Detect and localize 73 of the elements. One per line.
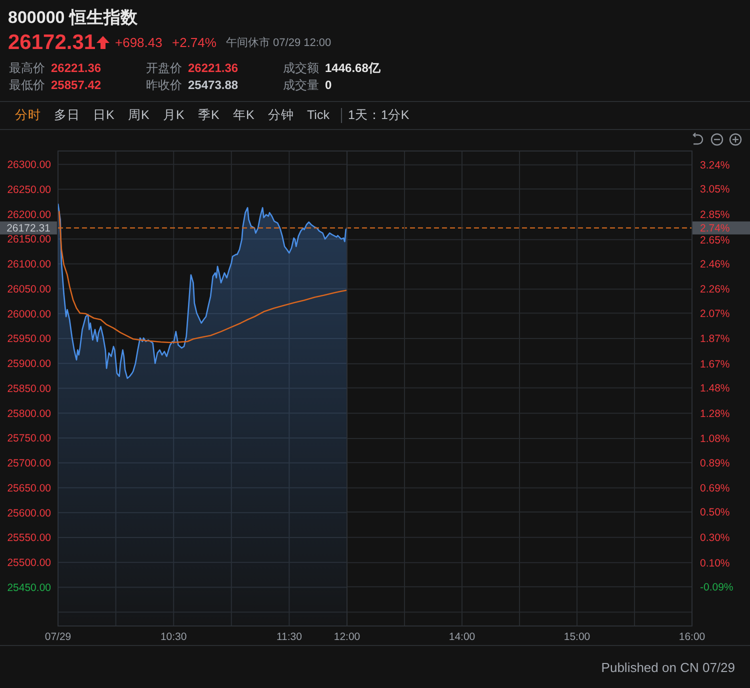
text: 最高价: [9, 61, 45, 75]
text: 月K: [163, 108, 185, 122]
text: 开盘价: [146, 61, 182, 75]
y2-tick-label: 2.46%: [700, 258, 730, 270]
text: 25857.42: [51, 78, 102, 92]
y2-tick-label: 3.05%: [700, 184, 730, 196]
text: 分钟: [268, 108, 294, 122]
y-tick-label: 26000.00: [7, 308, 52, 320]
y2-tick-label: 2.85%: [700, 209, 730, 222]
text: 成交量: [283, 78, 319, 92]
y-tick-label: 26200.00: [7, 208, 52, 221]
text: +698.43: [115, 35, 162, 50]
y-tick-label: 25550.00: [7, 532, 52, 544]
y2-tick-label: 0.89%: [700, 457, 730, 470]
y-tick-label: 26050.00: [7, 283, 52, 296]
x-tick-label: 11:30: [276, 631, 302, 643]
x-tick-label: 07/29: [44, 631, 72, 643]
text: 26172.31: [8, 31, 96, 54]
text: 日K: [93, 108, 115, 122]
text: 1446.68亿: [325, 61, 382, 75]
chart-title: 800000 恒生指数: [8, 8, 138, 27]
y2-tick-label: 0.50%: [700, 506, 730, 519]
y2-tick-label: 2.26%: [700, 284, 730, 296]
text: 26221.36: [51, 61, 102, 75]
x-tick-label: 16:00: [678, 631, 706, 643]
text: 1天：1分K: [348, 108, 410, 122]
text: 最低价: [9, 78, 45, 92]
text: 午间休市 07/29 12:00: [226, 36, 332, 49]
y2-tick-label: 1.87%: [700, 333, 730, 346]
y-tick-label: 25500.00: [7, 557, 52, 570]
text: 周K: [128, 108, 150, 122]
y-tick-label: 25950.00: [7, 333, 52, 346]
y-tick-label: 25600.00: [7, 507, 52, 520]
y-tick-label: 25700.00: [7, 458, 52, 470]
x-tick-label: 15:00: [564, 631, 590, 643]
x-tick-label: 14:00: [448, 631, 476, 643]
ref-line-label: 26172.31: [6, 222, 51, 235]
text: Published on CN 07/29: [601, 660, 735, 675]
y2-tick-label: 1.48%: [700, 382, 730, 395]
x-tick-label: 12:00: [334, 631, 360, 643]
text: 成交额: [283, 61, 319, 75]
y-tick-label: 26100.00: [7, 258, 52, 271]
y-tick-label: 25850.00: [7, 382, 52, 395]
text: 26221.36: [188, 61, 238, 75]
text: 年K: [233, 108, 255, 122]
text: +2.74%: [172, 35, 217, 50]
y-tick-label: 25450.00: [7, 582, 52, 594]
y-tick-label: 25750.00: [7, 432, 52, 445]
x-tick-label: 10:30: [160, 631, 187, 643]
y2-tick-label: -0.09%: [700, 581, 734, 594]
y2-tick-label: 2.65%: [700, 234, 730, 246]
y2-tick-label: 1.28%: [700, 408, 730, 420]
y2-tick-label: 1.08%: [700, 433, 730, 446]
y2-tick-label: 0.69%: [700, 482, 730, 495]
annotation: 2.74%: [700, 222, 730, 235]
y2-tick-label: 3.24%: [700, 160, 730, 172]
text: 季K: [198, 108, 220, 122]
text: 25473.88: [188, 78, 238, 92]
y-tick-label: 26150.00: [7, 234, 52, 246]
y-tick-label: 25900.00: [7, 358, 52, 370]
text: 分时: [15, 108, 41, 122]
text: 多日: [54, 108, 80, 122]
y2-tick-label: 1.67%: [700, 358, 730, 370]
y2-tick-label: 0.10%: [700, 557, 730, 570]
y-tick-label: 25800.00: [7, 408, 52, 420]
y2-tick-label: 2.07%: [700, 308, 730, 320]
y-tick-label: 26250.00: [7, 184, 52, 196]
y-tick-label: 25650.00: [7, 482, 52, 494]
y-tick-label: 26300.00: [7, 159, 52, 172]
text: 0: [325, 78, 332, 92]
text: 昨收价: [146, 78, 182, 92]
y2-tick-label: 0.30%: [700, 532, 730, 544]
text: Tick: [307, 108, 330, 122]
